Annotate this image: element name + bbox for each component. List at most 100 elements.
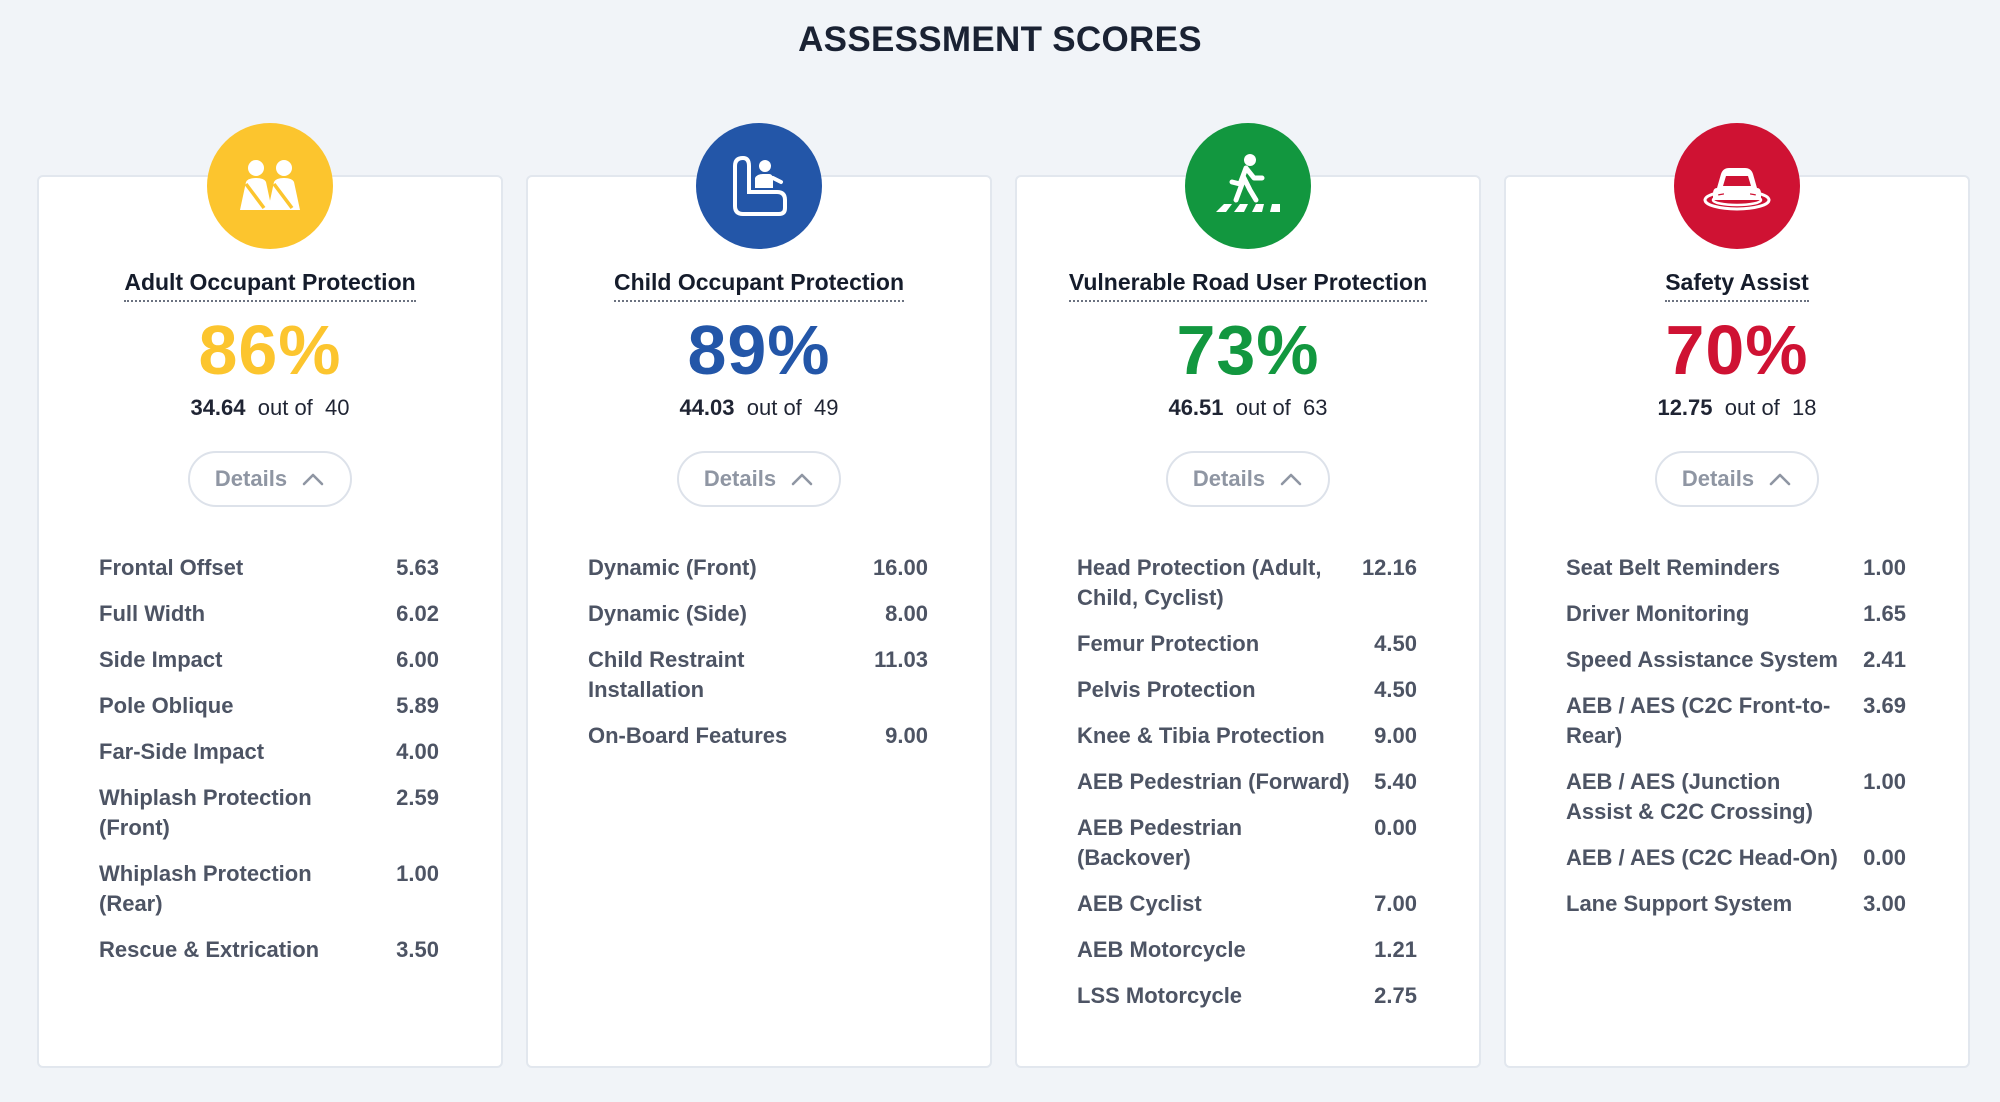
score-row-value: 9.00 bbox=[885, 723, 928, 748]
score-row-label: Knee & Tibia Protection bbox=[1077, 723, 1325, 748]
details-toggle-button[interactable]: Details bbox=[677, 451, 841, 507]
card-heading-wrap: Child Occupant Protection bbox=[528, 269, 990, 302]
card-score-max: 18 bbox=[1792, 395, 1817, 420]
score-row: Whiplash Protection (Rear) 1.00 bbox=[99, 859, 439, 919]
score-row-label: Child Restraint Installation bbox=[588, 647, 745, 702]
score-row: AEB / AES (C2C Front-to-Rear) 3.69 bbox=[1566, 691, 1906, 751]
car-sensor-icon bbox=[1674, 123, 1800, 249]
score-row-label: AEB Motorcycle bbox=[1077, 937, 1246, 962]
score-row-label: AEB / AES (C2C Head-On) bbox=[1566, 845, 1838, 870]
card-score-max: 40 bbox=[325, 395, 350, 420]
card-heading[interactable]: Child Occupant Protection bbox=[613, 269, 905, 302]
details-button-label: Details bbox=[1192, 466, 1266, 491]
card-heading-wrap: Adult Occupant Protection bbox=[39, 269, 501, 302]
score-row-label: Dynamic (Side) bbox=[588, 601, 747, 626]
card-percent: 86% bbox=[198, 311, 342, 389]
card-score: 34.64 out of 40 bbox=[39, 395, 501, 421]
score-row-label: Whiplash Protection (Rear) bbox=[99, 861, 312, 916]
score-row-label: Far-Side Impact bbox=[99, 739, 265, 764]
chevron-up-icon bbox=[790, 471, 814, 487]
score-card-child-occupant-protection: Child Occupant Protection 89% 44.03 out of… bbox=[526, 123, 992, 1068]
details-button-label: Details bbox=[1681, 466, 1755, 491]
card-heading-wrap: Safety Assist bbox=[1506, 269, 1968, 302]
score-row-value: 4.50 bbox=[1374, 677, 1417, 702]
score-row-label: AEB Pedestrian (Forward) bbox=[1077, 769, 1350, 794]
score-row-value: 11.03 bbox=[874, 647, 928, 672]
score-row-value: 9.00 bbox=[1374, 723, 1417, 748]
score-breakdown-list: Seat Belt Reminders 1.00 Driver Monitoring… bbox=[1566, 553, 1906, 935]
score-row-label: Frontal Offset bbox=[99, 555, 244, 580]
score-row-value: 3.69 bbox=[1863, 693, 1906, 718]
details-button-label: Details bbox=[214, 466, 288, 491]
score-row: AEB / AES (Junction Assist & C2C Crossin… bbox=[1566, 767, 1906, 827]
score-row: Frontal Offset 5.63 bbox=[99, 553, 439, 583]
score-row-label: Pelvis Protection bbox=[1077, 677, 1256, 702]
adult-occupants-icon bbox=[207, 123, 333, 249]
score-row-label: Driver Monitoring bbox=[1566, 601, 1750, 626]
card-percent: 89% bbox=[687, 311, 831, 389]
card-percent: 70% bbox=[1665, 311, 1809, 389]
card-score-value: 44.03 bbox=[679, 395, 735, 420]
score-row-label: AEB / AES (Junction Assist & C2C Crossin… bbox=[1566, 769, 1813, 824]
score-row-value: 8.00 bbox=[885, 601, 928, 626]
score-row-label: Head Protection (Adult, Child, Cyclist) bbox=[1077, 555, 1322, 610]
score-row-value: 5.40 bbox=[1374, 769, 1417, 794]
chevron-up-icon bbox=[301, 471, 325, 487]
score-row-value: 5.89 bbox=[396, 693, 439, 718]
score-row-label: Pole Oblique bbox=[99, 693, 234, 718]
score-row-label: AEB Pedestrian (Backover) bbox=[1077, 815, 1243, 870]
score-row-value: 1.65 bbox=[1863, 601, 1906, 626]
score-row-value: 6.02 bbox=[396, 601, 439, 626]
score-row: Far-Side Impact 4.00 bbox=[99, 737, 439, 767]
score-row: LSS Motorcycle 2.75 bbox=[1077, 981, 1417, 1011]
details-button-label: Details bbox=[703, 466, 777, 491]
score-row: On-Board Features 9.00 bbox=[588, 721, 928, 751]
score-row: AEB Motorcycle 1.21 bbox=[1077, 935, 1417, 965]
score-breakdown-list: Head Protection (Adult, Child, Cyclist) 1… bbox=[1077, 553, 1417, 1027]
card-score-out-of: out of bbox=[740, 395, 808, 420]
card-score-out-of: out of bbox=[1229, 395, 1297, 420]
score-row: Femur Protection 4.50 bbox=[1077, 629, 1417, 659]
score-row: AEB Pedestrian (Forward) 5.40 bbox=[1077, 767, 1417, 797]
score-card-vulnerable-road-user-protection: Vulnerable Road User Protection 73% 46.51 … bbox=[1015, 123, 1481, 1068]
score-row: Full Width 6.02 bbox=[99, 599, 439, 629]
score-row: AEB Pedestrian (Backover) 0.00 bbox=[1077, 813, 1417, 873]
score-row-value: 1.21 bbox=[1374, 937, 1417, 962]
card-score: 12.75 out of 18 bbox=[1506, 395, 1968, 421]
score-row-label: LSS Motorcycle bbox=[1077, 983, 1243, 1008]
score-row-value: 0.00 bbox=[1374, 815, 1417, 840]
score-row: Dynamic (Side) 8.00 bbox=[588, 599, 928, 629]
card-heading[interactable]: Vulnerable Road User Protection bbox=[1068, 269, 1428, 302]
score-card-adult-occupant-protection: Adult Occupant Protection 86% 34.64 out of… bbox=[37, 123, 503, 1068]
card-score-value: 34.64 bbox=[190, 395, 246, 420]
details-toggle-button[interactable]: Details bbox=[1655, 451, 1819, 507]
details-toggle-button[interactable]: Details bbox=[188, 451, 352, 507]
score-row-label: Rescue & Extrication bbox=[99, 937, 320, 962]
score-row-label: Whiplash Protection (Front) bbox=[99, 785, 312, 840]
score-row-label: Lane Support System bbox=[1566, 891, 1793, 916]
score-row-label: Speed Assistance System bbox=[1566, 647, 1838, 672]
card-heading[interactable]: Safety Assist bbox=[1665, 269, 1809, 302]
score-row-value: 7.00 bbox=[1374, 891, 1417, 916]
card-heading[interactable]: Adult Occupant Protection bbox=[124, 269, 416, 302]
score-row-value: 5.63 bbox=[396, 555, 439, 580]
details-toggle-button[interactable]: Details bbox=[1166, 451, 1330, 507]
card-score: 46.51 out of 63 bbox=[1017, 395, 1479, 421]
card-percent: 73% bbox=[1176, 311, 1320, 389]
score-row: AEB / AES (C2C Head-On) 0.00 bbox=[1566, 843, 1906, 873]
score-row: Child Restraint Installation 11.03 bbox=[588, 645, 928, 705]
score-row: Side Impact 6.00 bbox=[99, 645, 439, 675]
score-row-label: Femur Protection bbox=[1077, 631, 1260, 656]
score-row-label: AEB Cyclist bbox=[1077, 891, 1202, 916]
card-score-max: 49 bbox=[814, 395, 839, 420]
score-row: Seat Belt Reminders 1.00 bbox=[1566, 553, 1906, 583]
score-breakdown-list: Frontal Offset 5.63 Full Width 6.02 Side Imp… bbox=[99, 553, 439, 981]
child-seat-icon bbox=[696, 123, 822, 249]
card-score-out-of: out of bbox=[251, 395, 319, 420]
score-row-label: AEB / AES (C2C Front-to-Rear) bbox=[1566, 693, 1831, 748]
score-row-value: 3.50 bbox=[396, 937, 439, 962]
score-card-safety-assist: Safety Assist 70% 12.75 out of 18 Details Se… bbox=[1504, 123, 1970, 1068]
score-row-value: 4.00 bbox=[396, 739, 439, 764]
score-row: Speed Assistance System 2.41 bbox=[1566, 645, 1906, 675]
